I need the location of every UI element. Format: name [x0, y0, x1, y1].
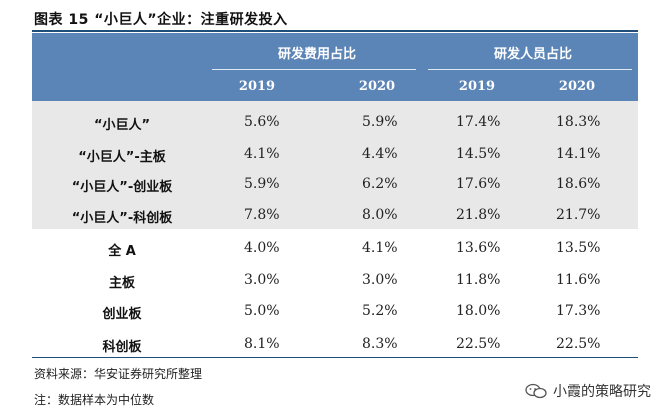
table-header: 研发费用占比 研发人员占比 2019 2020 2019 2020 — [32, 33, 638, 101]
table-row: “小巨人”-主板 4.1% 4.4% 14.5% 14.1% — [32, 140, 638, 170]
table-cell: 4.0% — [244, 240, 280, 256]
row-label: “小巨人”-主板 — [78, 150, 166, 165]
table-cell: 8.3% — [362, 336, 398, 352]
row-label: 主板 — [108, 276, 135, 291]
table-row: 科创板 8.1% 8.3% 22.5% 22.5% — [32, 330, 638, 360]
table-cell: 4.1% — [244, 146, 280, 162]
remark-note: 注：数据样本为中位数 — [34, 393, 155, 407]
header-rd-cost-ratio: 研发费用占比 — [277, 47, 356, 62]
table-cell: 17.4% — [456, 114, 501, 130]
table-cell: 8.1% — [244, 336, 280, 352]
table-cell: 21.8% — [456, 207, 501, 223]
table-cell: 5.2% — [362, 303, 398, 319]
table-cell: 6.2% — [362, 176, 398, 192]
table-cell: 14.5% — [456, 146, 501, 162]
table-cell: 3.0% — [244, 272, 280, 288]
table-cell: 18.3% — [556, 114, 601, 130]
table-cell: 11.8% — [456, 272, 501, 288]
table-cell: 7.8% — [244, 207, 280, 223]
header-year: 2020 — [358, 79, 396, 94]
row-label: 科创板 — [102, 340, 142, 355]
header-divider-right — [428, 69, 632, 70]
title-rule — [32, 30, 638, 32]
table-row: 创业板 5.0% 5.2% 18.0% 17.3% — [32, 297, 638, 327]
table-cell: 5.9% — [362, 114, 398, 130]
table-bottom-rule — [32, 357, 638, 358]
watermark-text: 小霞的策略研究 — [553, 384, 651, 400]
table-cell: 22.5% — [456, 336, 501, 352]
row-label: 全 A — [108, 244, 136, 259]
table-cell: 5.9% — [244, 176, 280, 192]
wechat-icon — [525, 383, 547, 399]
table-row: “小巨人” 5.6% 5.9% 17.4% 18.3% — [32, 108, 638, 138]
table-row: 全 A 4.0% 4.1% 13.6% 13.5% — [32, 234, 638, 264]
highlight-band — [32, 101, 638, 229]
watermark: 小霞的策略研究 — [525, 381, 651, 401]
header-year: 2019 — [458, 79, 496, 94]
table-cell: 13.5% — [556, 240, 601, 256]
table-cell: 21.7% — [556, 207, 601, 223]
table-cell: 4.4% — [362, 146, 398, 162]
table-cell: 18.0% — [456, 303, 501, 319]
table-cell: 5.0% — [244, 303, 280, 319]
table-cell: 5.6% — [244, 114, 280, 130]
header-divider-left — [212, 69, 416, 70]
table-cell: 11.6% — [556, 272, 601, 288]
table-row: “小巨人”-科创板 7.8% 8.0% 21.8% 21.7% — [32, 201, 638, 231]
source-note: 资料来源：华安证券研究所整理 — [34, 367, 203, 381]
table-cell: 13.6% — [456, 240, 501, 256]
header-year: 2019 — [238, 79, 276, 94]
table-cell: 18.6% — [556, 176, 601, 192]
row-label: “小巨人”-科创板 — [71, 211, 173, 226]
row-label: 创业板 — [102, 307, 142, 322]
figure-title: 图表 15 “小巨人”企业：注重研发投入 — [34, 12, 288, 28]
table-row: “小巨人”-创业板 5.9% 6.2% 17.6% 18.6% — [32, 170, 638, 200]
header-rd-staff-ratio: 研发人员占比 — [493, 47, 572, 62]
table-cell: 22.5% — [556, 336, 601, 352]
table-cell: 17.6% — [456, 176, 501, 192]
row-label: “小巨人”-创业板 — [71, 180, 173, 195]
row-label: “小巨人” — [93, 118, 151, 133]
table-cell: 17.3% — [556, 303, 601, 319]
table-row: 主板 3.0% 3.0% 11.8% 11.6% — [32, 266, 638, 296]
table-cell: 14.1% — [556, 146, 601, 162]
table-cell: 8.0% — [362, 207, 398, 223]
table-cell: 4.1% — [362, 240, 398, 256]
table-cell: 3.0% — [362, 272, 398, 288]
header-year: 2020 — [558, 79, 596, 94]
